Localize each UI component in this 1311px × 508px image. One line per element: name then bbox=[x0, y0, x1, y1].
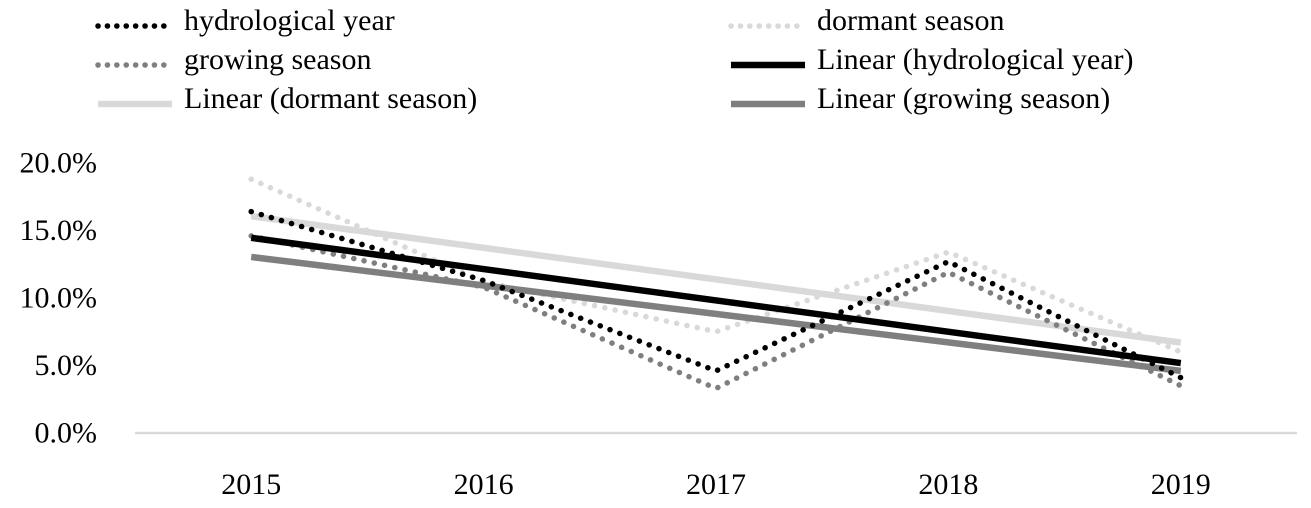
legend-item-linear-dormant-season: Linear (dormant season) bbox=[95, 81, 477, 120]
y-axis-tick-label: 0.0% bbox=[35, 417, 98, 450]
y-axis-tick-label: 20.0% bbox=[20, 147, 98, 180]
legend-marker-solid-gray-icon bbox=[728, 96, 808, 107]
legend-column-left: hydrological year growing season Linear … bbox=[95, 3, 477, 120]
x-axis-tick-label: 2017 bbox=[686, 468, 746, 501]
legend-marker-dotted-lightgray-icon bbox=[728, 18, 808, 29]
x-axis-tick-label: 2015 bbox=[221, 468, 281, 501]
x-axis-tick-label: 2018 bbox=[918, 468, 978, 501]
trendline-linear-growing-season bbox=[250, 253, 1182, 375]
y-axis-tick-label: 5.0% bbox=[35, 349, 98, 382]
legend-label: hydrological year bbox=[184, 4, 395, 37]
series-hydrological-year bbox=[248, 208, 1184, 381]
x-axis-tick-label: 2016 bbox=[454, 468, 514, 501]
legend-item-dormant-season: dormant season bbox=[728, 3, 1134, 42]
legend-label: growing season bbox=[184, 43, 372, 76]
legend-item-linear-hydrological-year: Linear (hydrological year) bbox=[728, 42, 1134, 81]
series-dormant-season bbox=[248, 176, 1184, 355]
legend-label: Linear (hydrological year) bbox=[817, 43, 1134, 76]
trendline-linear-dormant-season bbox=[250, 212, 1182, 346]
legend-label: Linear (dormant season) bbox=[184, 82, 478, 115]
legend-column-right: dormant season Linear (hydrological year… bbox=[728, 3, 1134, 120]
legend-label: Linear (growing season) bbox=[817, 82, 1111, 115]
legend-label: dormant season bbox=[817, 4, 1005, 37]
legend-marker-solid-lightgray-icon bbox=[95, 96, 175, 107]
legend-item-hydrological-year: hydrological year bbox=[95, 3, 477, 42]
legend-item-linear-growing-season: Linear (growing season) bbox=[728, 81, 1134, 120]
y-axis-tick-label: 10.0% bbox=[20, 282, 98, 315]
legend-marker-dotted-black-icon bbox=[95, 18, 175, 29]
trendline-linear-hydrological-year bbox=[250, 234, 1182, 367]
y-axis-tick-label: 15.0% bbox=[20, 214, 98, 247]
legend-item-growing-season: growing season bbox=[95, 42, 477, 81]
series-growing-season bbox=[248, 233, 1184, 392]
x-axis-tick-label: 2019 bbox=[1151, 468, 1211, 501]
legend-marker-dotted-gray-icon bbox=[95, 57, 175, 68]
legend-marker-solid-black-icon bbox=[728, 57, 808, 68]
